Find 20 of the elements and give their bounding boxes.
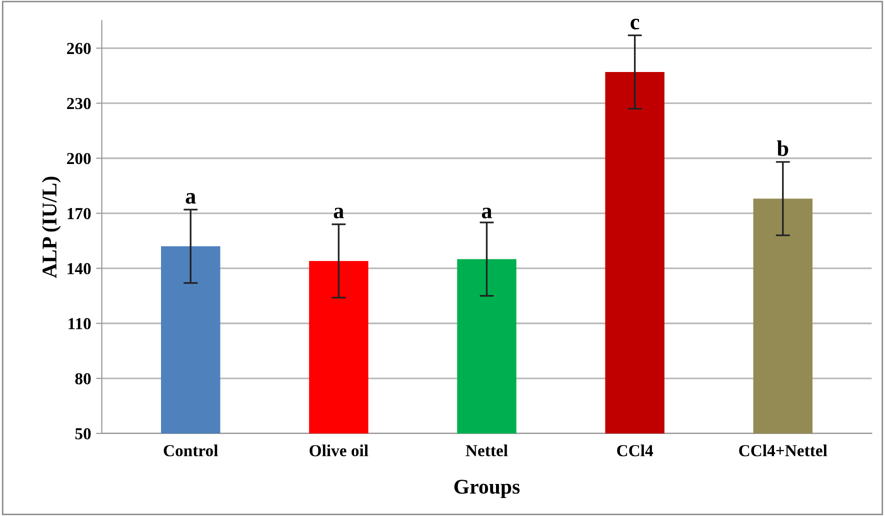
y-axis-title: ALP (IU/L) <box>42 176 61 278</box>
y-tick-label: 230 <box>67 98 91 110</box>
x-tick-label: Nettel <box>466 444 508 456</box>
x-tick-label: CCl4+Nettel <box>739 444 828 456</box>
annotation: c <box>630 18 640 30</box>
annotation: a <box>334 208 344 218</box>
x-tick-label: Olive oil <box>310 444 368 456</box>
annotation: a <box>482 208 492 218</box>
x-tick-label: CCl4 <box>617 444 654 456</box>
y-tick-label: 110 <box>68 318 91 330</box>
y-tick-label: 200 <box>67 152 91 164</box>
y-tick-label: 80 <box>75 373 91 384</box>
y-tick-label: 50 <box>75 428 91 440</box>
annotation: a <box>186 193 196 204</box>
y-tick-label: 170 <box>68 208 91 220</box>
y-tick-label: 260 <box>67 42 91 54</box>
x-tick-label: Control <box>164 444 218 456</box>
y-tick-label: 140 <box>68 263 91 274</box>
x-axis-title: Groups <box>454 480 520 498</box>
annotation: b <box>776 140 788 156</box>
